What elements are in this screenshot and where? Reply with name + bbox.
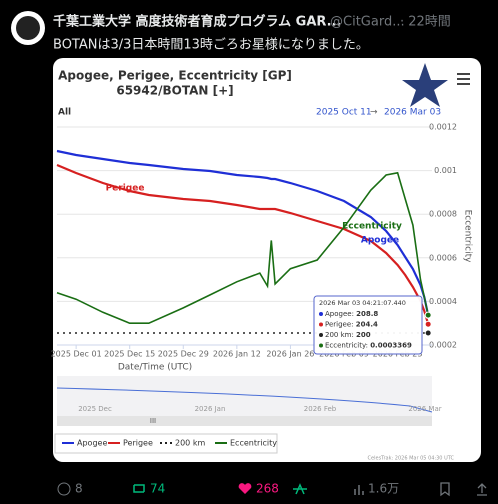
x-tick-label: 2025 Dec 29 bbox=[158, 350, 209, 359]
tweet-text: BOTANは3/3日本時間13時ごろお星様になりました。 bbox=[53, 37, 369, 53]
y2-tick-label: 0.0008 bbox=[429, 210, 457, 219]
share-icon[interactable] bbox=[477, 483, 487, 496]
legend-label: Apogee bbox=[77, 439, 107, 448]
chart-image[interactable] bbox=[53, 58, 481, 462]
navigator-label: 2026 Feb bbox=[304, 405, 337, 413]
legend-label: 200 km bbox=[175, 439, 205, 448]
handle[interactable]: @CitGard... bbox=[330, 15, 405, 30]
hover-point bbox=[424, 329, 432, 337]
scroll-grip: III bbox=[150, 417, 156, 425]
navigator-label: 2026 Jan bbox=[195, 405, 226, 413]
tooltip-name: Apogee: bbox=[325, 310, 356, 318]
series-line bbox=[56, 171, 429, 324]
tooltip-row: 200 km: 200 bbox=[325, 331, 371, 339]
bookmark-icon[interactable] bbox=[440, 482, 450, 497]
tooltip-bullet bbox=[319, 343, 323, 348]
tooltip-row: Apogee: 208.8 bbox=[325, 310, 378, 318]
navigator-line bbox=[56, 387, 433, 413]
y2-tick-label: 0.0006 bbox=[429, 253, 457, 262]
tooltip-row: Eccentricity: 0.0003369 bbox=[325, 342, 412, 350]
line-label: Eccentricity bbox=[342, 222, 402, 232]
navigator-label: 2026 Mar bbox=[408, 405, 441, 413]
author[interactable]: 千葉工業大学 高度技術者育成プログラム GAR... bbox=[53, 14, 341, 30]
chart-subtitle: 65942/BOTAN [+] bbox=[116, 84, 233, 98]
tooltip-bullet bbox=[319, 333, 323, 337]
retweet-icon[interactable] bbox=[133, 484, 145, 493]
y2-tick-label: 0.001 bbox=[434, 166, 457, 175]
tooltip-bullet bbox=[319, 312, 323, 316]
y2-tick-label: 0.0012 bbox=[429, 123, 457, 132]
x-axis-title: Date/Time (UTC) bbox=[118, 363, 192, 373]
tooltip-value: 208.8 bbox=[356, 310, 378, 318]
views-icon[interactable] bbox=[354, 485, 364, 495]
tooltip-name: Eccentricity: bbox=[325, 342, 370, 350]
time[interactable]: · 22時間 bbox=[400, 15, 451, 30]
view-count: 1.6万 bbox=[368, 482, 399, 496]
line-label: Apogee bbox=[361, 236, 399, 246]
tooltip-value: 204.4 bbox=[356, 321, 378, 329]
y2-tick-label: 0.0004 bbox=[429, 297, 457, 306]
tooltip bbox=[313, 295, 423, 355]
credit: CelesTrak: 2026 Mar 05 04:30 UTC bbox=[368, 456, 455, 462]
menu-icon[interactable] bbox=[457, 73, 470, 85]
y2-axis-title: Eccentricity bbox=[463, 210, 473, 264]
navigator[interactable] bbox=[57, 376, 432, 416]
tooltip-row: Perigee: 204.4 bbox=[325, 321, 378, 329]
hover-point bbox=[424, 311, 432, 319]
retweet-count: 74 bbox=[150, 482, 165, 496]
x-tick-label: 2026 Jan 12 bbox=[213, 350, 261, 359]
tooltip-bullet bbox=[319, 322, 323, 327]
tooltip-name: Perigee: bbox=[325, 321, 356, 329]
series-line bbox=[56, 163, 430, 325]
tooltip-name: 200 km: bbox=[325, 331, 356, 339]
hover-point bbox=[424, 320, 432, 328]
navigator-label: 2025 Dec bbox=[78, 405, 112, 413]
reply-count: 8 bbox=[75, 482, 83, 496]
range-button[interactable]: All bbox=[58, 108, 71, 118]
grok-icon[interactable] bbox=[293, 483, 307, 495]
like-count: 268 bbox=[256, 482, 279, 496]
avatar-emblem bbox=[16, 16, 40, 40]
chart-title: Apogee, Perigee, Eccentricity [GP] bbox=[58, 69, 292, 83]
tooltip-time: 2026 Mar 03 04:21:07.440 bbox=[319, 299, 406, 307]
x-tick-label: 2025 Dec 15 bbox=[104, 350, 155, 359]
reply-icon[interactable] bbox=[57, 482, 71, 496]
like-icon[interactable] bbox=[238, 483, 252, 494]
tooltip-value: 0.0003369 bbox=[370, 342, 412, 350]
x-tick-label: 2025 Dec 01 bbox=[51, 350, 102, 359]
scrollbar[interactable] bbox=[57, 416, 432, 426]
logo bbox=[402, 63, 448, 107]
tooltip-value: 200 bbox=[356, 331, 371, 339]
range-start[interactable]: 2025 Oct 11 bbox=[316, 108, 372, 118]
x-tick-label: 2026 Jan 26 bbox=[266, 350, 314, 359]
line-label: Perigee bbox=[106, 184, 145, 194]
range-arrow: → bbox=[370, 108, 378, 118]
y2-tick-label: 0.0002 bbox=[429, 341, 457, 350]
range-end[interactable]: 2026 Mar 03 bbox=[384, 108, 441, 118]
legend-label: Perigee bbox=[123, 439, 153, 448]
legend-label: Eccentricity bbox=[230, 439, 277, 448]
series-line bbox=[56, 149, 430, 316]
